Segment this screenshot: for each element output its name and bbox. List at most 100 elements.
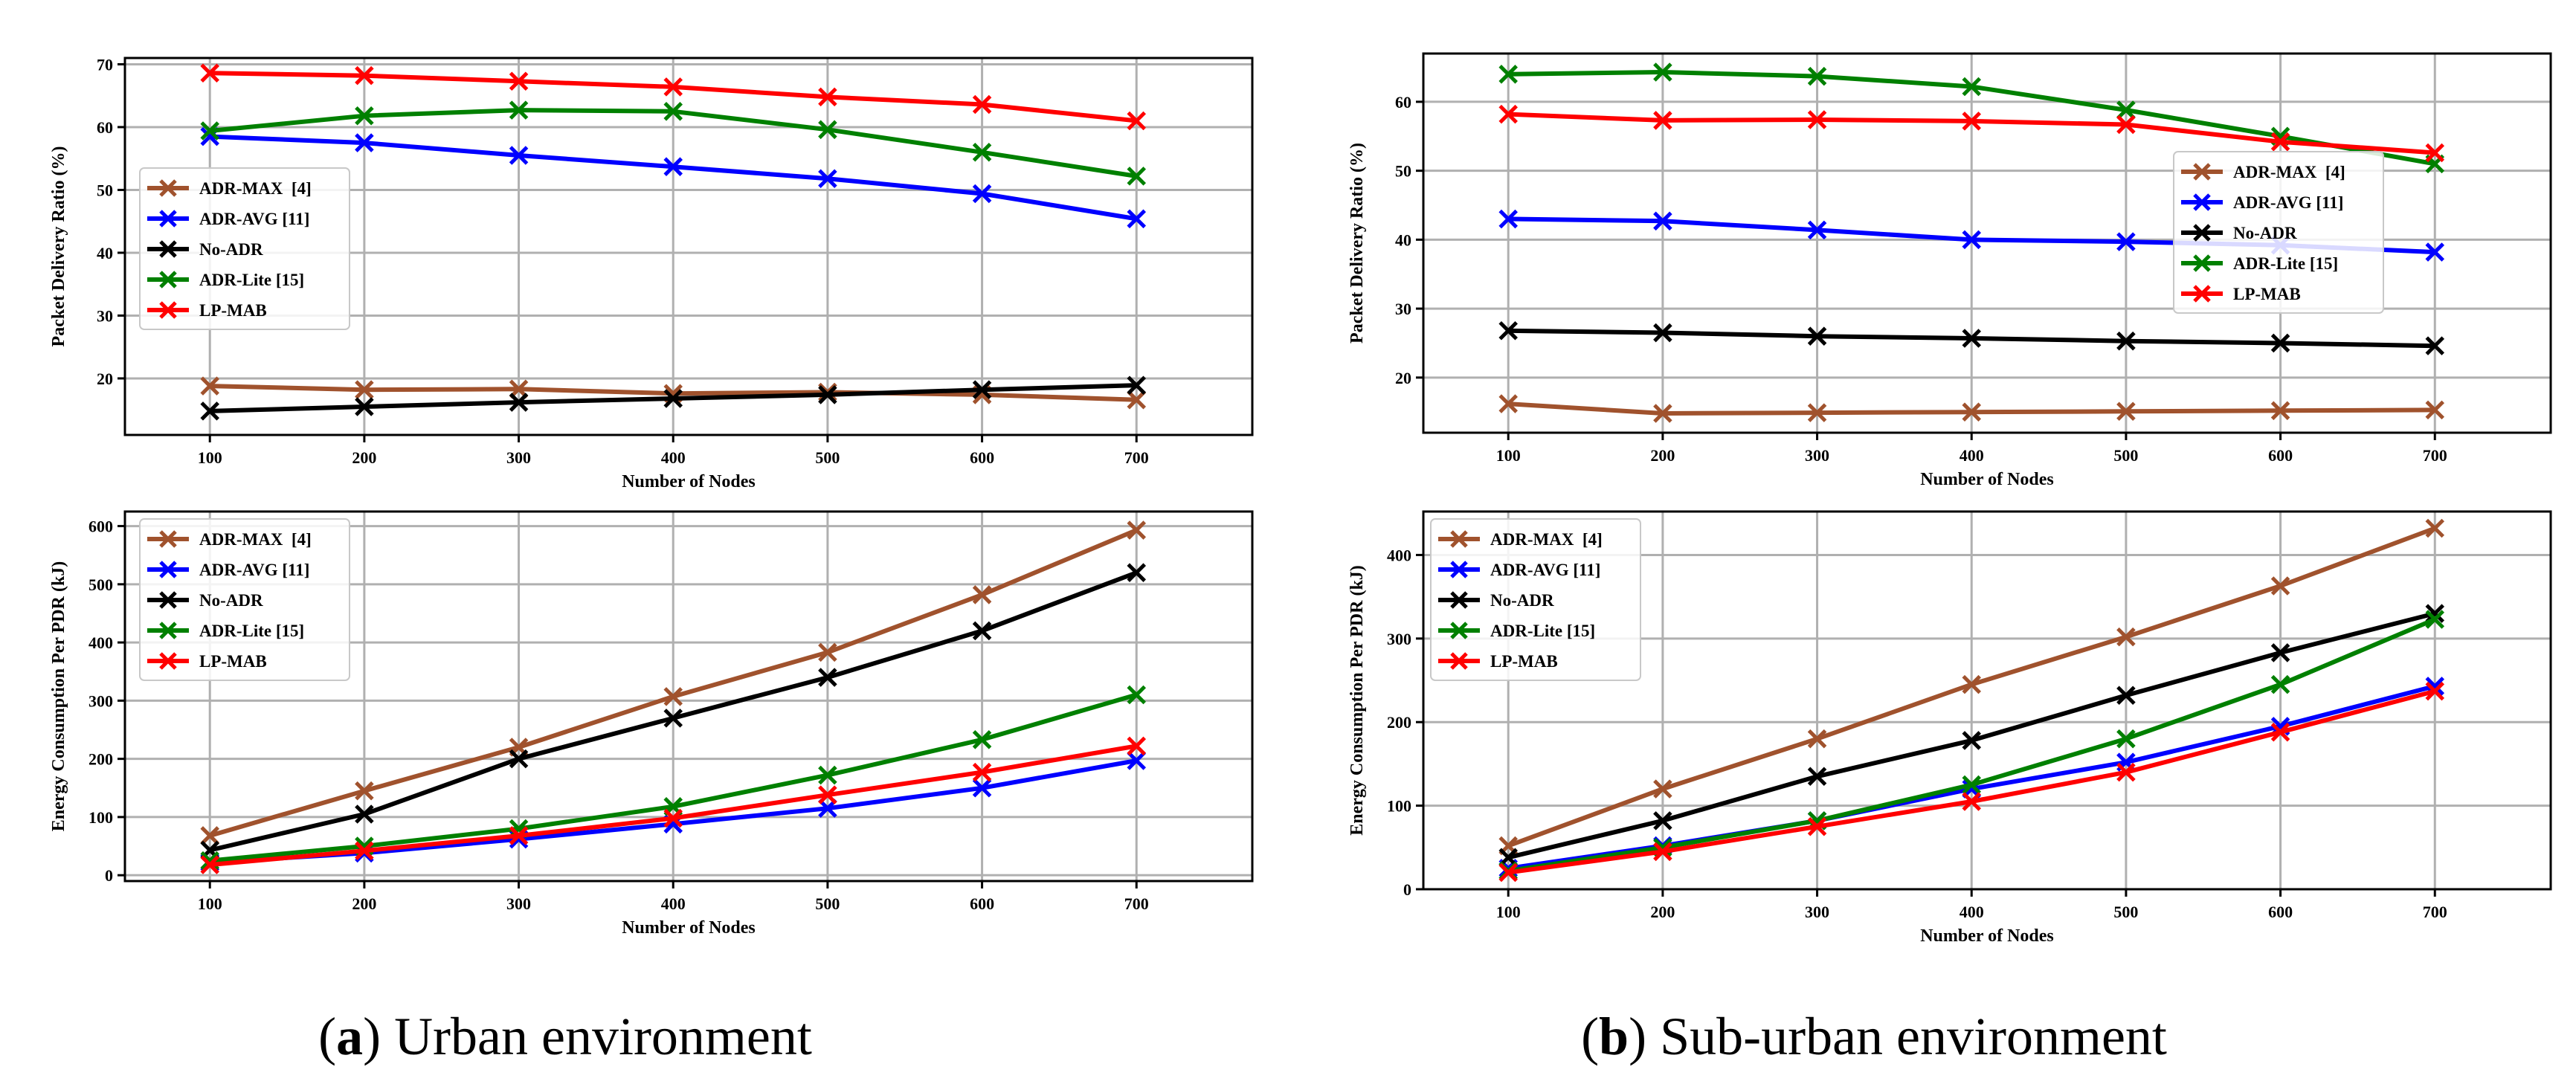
legend-label: ADR-MAX [4] bbox=[199, 179, 312, 198]
legend-marker bbox=[2193, 285, 2211, 303]
caption-a: (a) Urban environment bbox=[318, 1007, 812, 1066]
legend-label: No-ADR bbox=[2233, 224, 2297, 242]
data-point bbox=[1127, 520, 1147, 540]
data-point bbox=[1127, 375, 1147, 396]
data-point bbox=[1653, 62, 1672, 82]
data-point bbox=[1807, 326, 1827, 346]
data-point bbox=[200, 401, 219, 421]
y-tick-label: 500 bbox=[88, 575, 113, 594]
x-tick-label: 100 bbox=[1496, 903, 1521, 921]
data-point bbox=[2270, 643, 2290, 662]
caption-b-letter: b bbox=[1599, 1007, 1629, 1066]
data-point bbox=[1962, 230, 1981, 250]
legend-marker bbox=[1450, 652, 1468, 670]
data-point bbox=[2425, 681, 2445, 701]
y-tick-label: 300 bbox=[1387, 630, 1411, 648]
y-axis-label: Energy Consumption Per PDR (kJ) bbox=[1347, 565, 1367, 836]
data-point bbox=[1807, 110, 1827, 129]
x-tick-label: 600 bbox=[2268, 903, 2293, 921]
data-point bbox=[1962, 402, 1981, 422]
legend-label: LP-MAB bbox=[199, 301, 267, 320]
data-point bbox=[1498, 209, 1518, 229]
data-point bbox=[1127, 751, 1147, 770]
y-tick-label: 400 bbox=[88, 633, 113, 652]
x-tick-label: 600 bbox=[970, 448, 994, 467]
legend-marker bbox=[2193, 163, 2211, 181]
suburban-pdr-chart: 100 200 300 400 500 600 700 20 30 40 50 60 Number of… bbox=[1347, 52, 2552, 489]
caption-a-text: Urban environment bbox=[381, 1007, 812, 1066]
y-tick-label: 70 bbox=[97, 55, 113, 74]
y-tick-label: 60 bbox=[1395, 93, 1411, 112]
data-point bbox=[1807, 66, 1827, 86]
legend-label: No-ADR bbox=[199, 240, 263, 259]
data-point bbox=[818, 385, 837, 404]
data-point bbox=[2116, 100, 2136, 120]
data-point bbox=[200, 376, 219, 396]
legend-label: ADR-Lite [15] bbox=[199, 271, 304, 289]
data-point bbox=[1962, 775, 1981, 795]
legend-marker bbox=[2193, 224, 2211, 242]
data-point bbox=[972, 380, 992, 399]
data-point bbox=[1127, 209, 1147, 229]
data-point bbox=[1498, 394, 1518, 413]
x-tick-label: 400 bbox=[1960, 446, 1984, 465]
data-point bbox=[355, 804, 374, 824]
x-tick-label: 300 bbox=[1805, 903, 1829, 921]
x-tick-label: 200 bbox=[1650, 903, 1675, 921]
data-point bbox=[1807, 220, 1827, 240]
data-point bbox=[1653, 779, 1672, 799]
x-tick-label: 300 bbox=[506, 448, 531, 467]
legend-label: No-ADR bbox=[199, 591, 263, 610]
data-point bbox=[1127, 685, 1147, 705]
x-tick-label: 500 bbox=[2113, 446, 2138, 465]
data-point bbox=[2116, 627, 2136, 647]
x-tick-label: 600 bbox=[970, 894, 994, 913]
data-point bbox=[200, 855, 219, 874]
legend-marker bbox=[159, 210, 177, 228]
data-point bbox=[1962, 674, 1981, 694]
caption-b-text: Sub-urban environment bbox=[1646, 1007, 2167, 1066]
legend-marker bbox=[1450, 622, 1468, 639]
data-point bbox=[1498, 862, 1518, 883]
data-point bbox=[818, 668, 837, 687]
y-tick-label: 30 bbox=[97, 306, 113, 325]
data-point bbox=[818, 785, 837, 804]
legend-label: ADR-AVG [11] bbox=[199, 561, 309, 579]
x-tick-label: 700 bbox=[1124, 448, 1149, 467]
data-point bbox=[972, 184, 992, 204]
data-point bbox=[972, 585, 992, 604]
data-point bbox=[1962, 792, 1981, 811]
x-tick-label: 500 bbox=[2113, 903, 2138, 921]
x-tick-label: 700 bbox=[2423, 446, 2447, 465]
data-point bbox=[2270, 674, 2290, 694]
legend-label: LP-MAB bbox=[199, 652, 267, 671]
y-tick-label: 600 bbox=[88, 517, 113, 536]
legend-label: ADR-Lite [15] bbox=[1490, 622, 1595, 640]
data-point bbox=[1962, 731, 1981, 750]
data-point bbox=[1653, 842, 1672, 862]
x-tick-label: 400 bbox=[1960, 903, 1984, 921]
plot-frame bbox=[1422, 510, 2552, 891]
legend-label: LP-MAB bbox=[2233, 285, 2301, 303]
data-point bbox=[2116, 114, 2136, 135]
series-adr-max bbox=[1498, 518, 2445, 856]
legend-label: ADR-AVG [11] bbox=[199, 210, 309, 228]
legend-marker bbox=[1450, 561, 1468, 578]
urban-pdr-chart: 100 200 300 400 500 600 700 20 30 40 50 60 70 Number … bbox=[49, 55, 1254, 491]
data-point bbox=[663, 808, 683, 828]
data-point bbox=[355, 133, 374, 152]
y-tick-label: 100 bbox=[1387, 797, 1411, 816]
data-point bbox=[2116, 729, 2136, 749]
data-point bbox=[355, 841, 374, 861]
data-point bbox=[972, 94, 992, 114]
legend-marker bbox=[159, 179, 177, 197]
data-point bbox=[818, 120, 837, 140]
y-tick-label: 60 bbox=[97, 118, 113, 137]
y-tick-label: 40 bbox=[97, 244, 113, 262]
data-point bbox=[818, 765, 837, 785]
data-point bbox=[200, 63, 219, 83]
y-axis-label: Energy Consumption Per PDR (kJ) bbox=[49, 561, 68, 832]
legend: ADR-MAX [4] ADR-AVG [11] No-ADR ADR-Lite [1… bbox=[139, 167, 350, 330]
legend-marker bbox=[2193, 193, 2211, 211]
